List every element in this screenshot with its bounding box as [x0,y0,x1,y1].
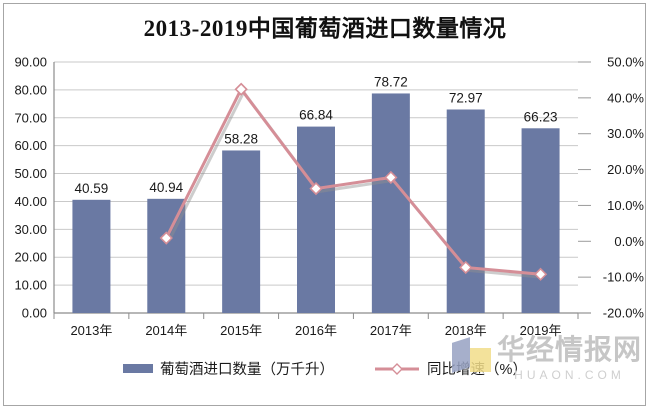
left-axis-tick-label: 10.00 [14,278,47,293]
growth-line-point[interactable] [459,260,473,275]
bar-value-label: 72.97 [449,90,483,105]
x-axis-category-label: 2015年 [220,323,262,338]
growth-line-point[interactable] [159,231,173,245]
logo-yellow-face [469,348,491,372]
legend-label-import-volume: 葡萄酒进口数量（万千升） [160,362,335,378]
right-axis-tick-label: 50.0% [607,55,644,70]
legend-item-import-volume[interactable]: 葡萄酒进口数量（万千升） [123,358,334,379]
left-axis-tick-label: 90.00 [14,55,47,70]
growth-line-shadow [167,89,544,279]
left-axis-tick-label: 50.00 [14,166,47,181]
chart-title: 2013-2019中国葡萄酒进口数量情况 [143,16,507,41]
right-axis-tick-label: 20.0% [607,162,644,177]
watermark: 华经情报网 HUAON.COM [450,336,642,382]
x-axis-category-label: 2016年 [295,323,337,338]
x-axis-category-label: 2014年 [145,323,187,338]
left-axis-tick-label: 60.00 [14,138,47,153]
left-axis-tick-label: 40.00 [14,194,47,209]
growth-line [164,86,541,276]
growth-line-point[interactable] [234,82,248,96]
bar-2017年[interactable] [371,93,410,313]
growth-line-point[interactable] [533,267,548,281]
bar-2014年[interactable] [147,198,186,313]
right-axis-tick-label: -20.0% [603,306,645,321]
huaon-cube-logo-icon [450,336,494,382]
left-axis-tick-label: 70.00 [14,110,47,125]
right-axis-tick-label: 10.0% [607,198,644,213]
x-axis-category-label: 2017年 [370,323,412,338]
bar-2015年[interactable] [222,150,261,313]
line-series-swatch [375,362,420,375]
bar-series-swatch [123,364,154,373]
bar-value-label: 40.59 [75,181,109,196]
bar-value-label: 66.23 [524,109,558,124]
watermark-text: 华经情报网 HUAON.COM [496,335,642,383]
growth-line-point[interactable] [384,170,398,185]
growth-line-point[interactable] [309,181,323,196]
watermark-domain: HUAON.COM [514,368,625,382]
bar-2016年[interactable] [297,126,335,313]
x-axis-category-label: 2013年 [70,323,112,338]
bar-2018年[interactable] [446,109,485,313]
logo-blue-face [451,337,470,373]
right-axis-tick-label: -10.0% [603,270,645,285]
bar-value-label: 58.28 [224,131,258,146]
x-axis-category-label: 2018年 [445,323,487,338]
watermark-site-name: 华经情报网 [496,335,642,366]
x-axis-category-label: 2019年 [520,323,562,338]
bar-value-label: 40.94 [149,180,183,195]
bar-value-label: 66.84 [299,108,333,123]
left-axis-tick-label: 0.00 [22,306,47,321]
right-axis-tick-label: 0.0% [614,234,644,249]
left-axis-tick-label: 80.00 [14,82,47,97]
left-axis-tick-label: 20.00 [14,250,47,265]
right-axis-tick-label: 40.0% [607,90,644,105]
bar-value-label: 78.72 [374,74,408,89]
bar-2013年[interactable] [72,199,111,313]
bar-2019年[interactable] [521,128,560,313]
left-axis-tick-label: 30.00 [14,222,47,237]
right-axis-tick-label: 30.0% [607,126,644,141]
